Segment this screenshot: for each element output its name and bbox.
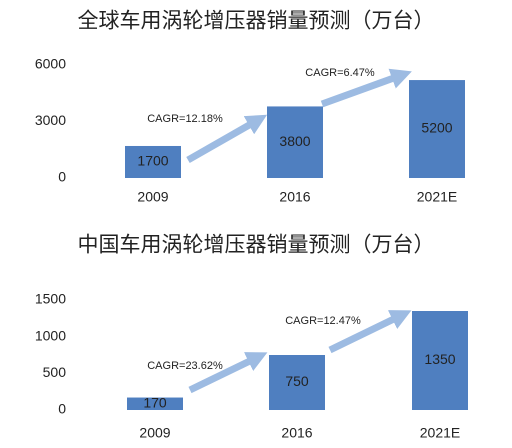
chart-title: 全球车用涡轮增压器销量预测（万台） xyxy=(78,10,435,33)
x-tick-label: 2021E xyxy=(420,425,460,441)
value-label: 170 xyxy=(143,394,167,410)
value-label: 3800 xyxy=(279,133,310,149)
y-tick-label: 0 xyxy=(58,169,66,185)
annotation: CAGR=12.18% xyxy=(147,113,223,125)
annotation: CAGR=12.47% xyxy=(285,315,361,327)
x-tick-label: 2016 xyxy=(279,189,310,205)
arrow xyxy=(328,310,412,354)
bar xyxy=(267,106,323,178)
x-tick-label: 2021E xyxy=(417,189,457,205)
y-tick-label: 6000 xyxy=(35,56,66,72)
arrow xyxy=(320,68,412,108)
x-tick-label: 2009 xyxy=(137,189,168,205)
bar xyxy=(412,311,468,410)
value-label: 5200 xyxy=(421,120,452,136)
value-label: 1350 xyxy=(424,351,455,367)
y-tick-label: 0 xyxy=(58,401,66,417)
y-tick-label: 1500 xyxy=(35,291,66,307)
annotation: CAGR=23.62% xyxy=(147,360,223,372)
bar xyxy=(409,80,465,178)
chart-title: 中国车用涡轮增压器销量预测（万台） xyxy=(78,234,435,257)
bar xyxy=(269,355,325,410)
arrow xyxy=(186,114,268,164)
bar xyxy=(127,397,183,410)
value-label: 1700 xyxy=(137,153,168,169)
y-tick-label: 500 xyxy=(43,364,67,380)
x-tick-label: 2016 xyxy=(281,425,312,441)
bar xyxy=(125,145,181,178)
value-label: 750 xyxy=(285,373,309,389)
y-tick-label: 3000 xyxy=(35,112,66,128)
x-tick-label: 2009 xyxy=(139,425,170,441)
y-tick-label: 1000 xyxy=(35,327,66,343)
annotation: CAGR=6.47% xyxy=(305,67,375,79)
arrow xyxy=(188,352,268,394)
